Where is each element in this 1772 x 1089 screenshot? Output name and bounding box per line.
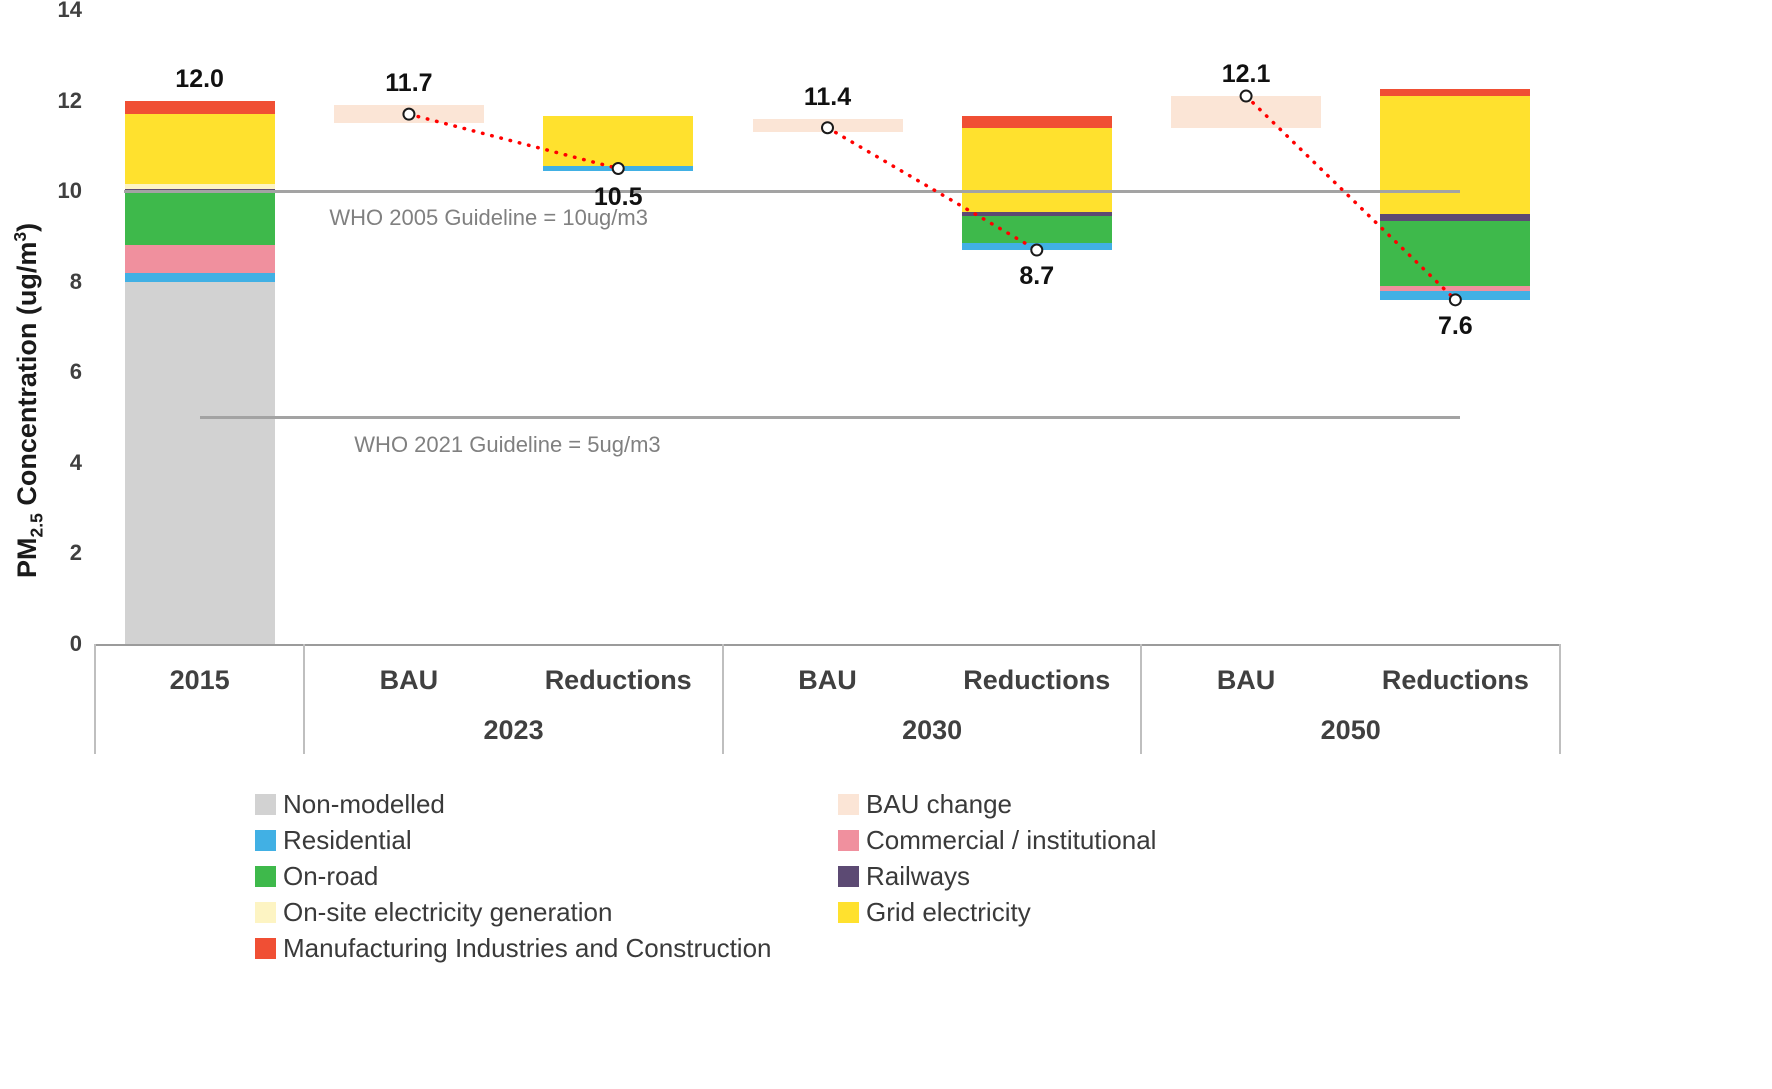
legend-label: Grid electricity <box>866 896 1031 927</box>
bar-segment-on-road <box>961 216 1112 244</box>
legend-column: BAU change Commercial / institutional Rail… <box>838 786 1156 930</box>
bar-segment-manufacturing-industries-and-construction <box>961 116 1112 128</box>
bar-segment-on-road <box>1380 220 1531 287</box>
bar-segment-bau-change <box>1171 96 1322 128</box>
bar-value-label: 10.5 <box>593 182 643 211</box>
x-axis-label-2015: 2015 <box>169 665 230 695</box>
bar-segment-bau-change <box>752 118 903 133</box>
x-axis-label-bau: BAU <box>379 665 439 695</box>
guideline-label: WHO 2021 Guideline = 5ug/m3 <box>354 431 661 457</box>
legend-label: Non-modelled <box>283 788 445 819</box>
legend-item-grid-electricity: Grid electricity <box>838 894 1156 930</box>
x-axis-label-reductions: Reductions <box>544 665 692 695</box>
bar-segment-residential <box>543 166 694 171</box>
legend-label: Railways <box>866 860 971 891</box>
x-axis-line <box>95 644 1560 646</box>
y-tick-label: 10 <box>57 178 82 204</box>
bar-segment-commercial-institutional <box>124 245 275 273</box>
legend-label: BAU change <box>866 788 1012 819</box>
bar-segment-grid-electricity <box>543 116 694 167</box>
legend-item-railways: Railways <box>838 858 1156 894</box>
legend-label: On-site electricity generation <box>283 896 613 927</box>
guideline-line <box>124 189 1461 193</box>
bar-segment-on-road <box>124 193 275 246</box>
bar-segment-manufacturing-industries-and-construction <box>124 100 275 115</box>
legend-item-commercial-institutional: Commercial / institutional <box>838 822 1156 858</box>
bar-segment-manufacturing-industries-and-construction <box>1380 89 1531 97</box>
legend-item-on-site-electricity-generation: On-site electricity generation <box>255 894 772 930</box>
x-axis-label-reductions: Reductions <box>963 665 1111 695</box>
y-tick-label: 6 <box>69 359 82 385</box>
y-tick-label: 2 <box>69 540 82 566</box>
legend-swatch-icon <box>255 937 276 959</box>
legend-item-bau-change: BAU change <box>838 786 1156 822</box>
legend-swatch-icon <box>838 793 859 815</box>
bar-segment-non-modelled <box>124 281 275 644</box>
y-tick-label: 4 <box>69 449 82 475</box>
bar-segment-residential <box>1380 290 1531 300</box>
bar-value-label: 7.6 <box>1437 311 1473 340</box>
bar-value-label: 8.7 <box>1019 262 1055 290</box>
bar-value-label: 12.0 <box>175 64 224 93</box>
x-axis-label-bau: BAU <box>798 665 857 695</box>
x-axis-label-reductions: Reductions <box>1381 665 1529 695</box>
x-axis-group-label <box>95 710 304 750</box>
bar-segment-railways <box>1380 213 1531 221</box>
bar-segment-grid-electricity <box>961 127 1112 212</box>
legend-swatch-icon <box>838 865 859 887</box>
bar-segment-grid-electricity <box>124 114 275 185</box>
x-axis-group-label: 2030 <box>902 715 963 745</box>
bar-segment-commercial-institutional <box>1380 286 1531 291</box>
legend-column: Non-modelled Residential On-road On-site el… <box>255 786 772 966</box>
legend-swatch-icon <box>255 793 276 815</box>
bar-segment-grid-electricity <box>1380 96 1531 214</box>
legend-item-non-modelled: Non-modelled <box>255 786 772 822</box>
x-axis-group-separator <box>721 644 724 754</box>
x-axis-group-separator <box>303 644 306 754</box>
legend-item-residential: Residential <box>255 822 772 858</box>
x-axis-label-bau: BAU <box>1216 665 1276 695</box>
legend-swatch-icon <box>255 829 276 851</box>
bar-segment-railways <box>961 211 1112 217</box>
y-tick-label: 8 <box>69 268 82 294</box>
bar-segment-on-site-electricity-generation <box>124 184 275 189</box>
legend-label: Residential <box>283 824 412 855</box>
guideline-label: WHO 2005 Guideline = 10ug/m3 <box>329 205 648 231</box>
bar-segment-bau-change <box>333 105 484 124</box>
legend-label: On-road <box>283 860 379 891</box>
y-tick-label: 12 <box>57 87 82 113</box>
legend-swatch-icon <box>255 865 276 887</box>
y-tick-label: 0 <box>69 631 82 656</box>
guideline-line <box>200 416 1461 420</box>
legend-label: Manufacturing Industries and Constructio… <box>283 932 772 963</box>
legend-item-manufacturing-industries-and-construction: Manufacturing Industries and Constructio… <box>255 930 772 966</box>
bar-value-label: 11.7 <box>385 69 433 98</box>
bar-segment-residential <box>124 272 275 282</box>
bar-value-label: 11.4 <box>803 82 852 111</box>
legend-item-on-road: On-road <box>255 858 772 894</box>
y-tick-label: 14 <box>57 0 82 22</box>
x-axis-group-separator <box>1559 644 1561 754</box>
legend-label: Commercial / institutional <box>866 824 1157 855</box>
bar-value-label: 12.1 <box>1221 60 1271 89</box>
legend-swatch-icon <box>255 901 276 923</box>
legend-swatch-icon <box>838 901 859 923</box>
bar-segment-residential <box>961 243 1112 250</box>
x-axis-group-label: 2023 <box>483 715 544 745</box>
x-axis-group-separator <box>94 644 96 754</box>
legend-swatch-icon <box>838 829 859 851</box>
x-axis-group-separator <box>1140 644 1143 754</box>
x-axis-group-label: 2050 <box>1320 715 1381 745</box>
